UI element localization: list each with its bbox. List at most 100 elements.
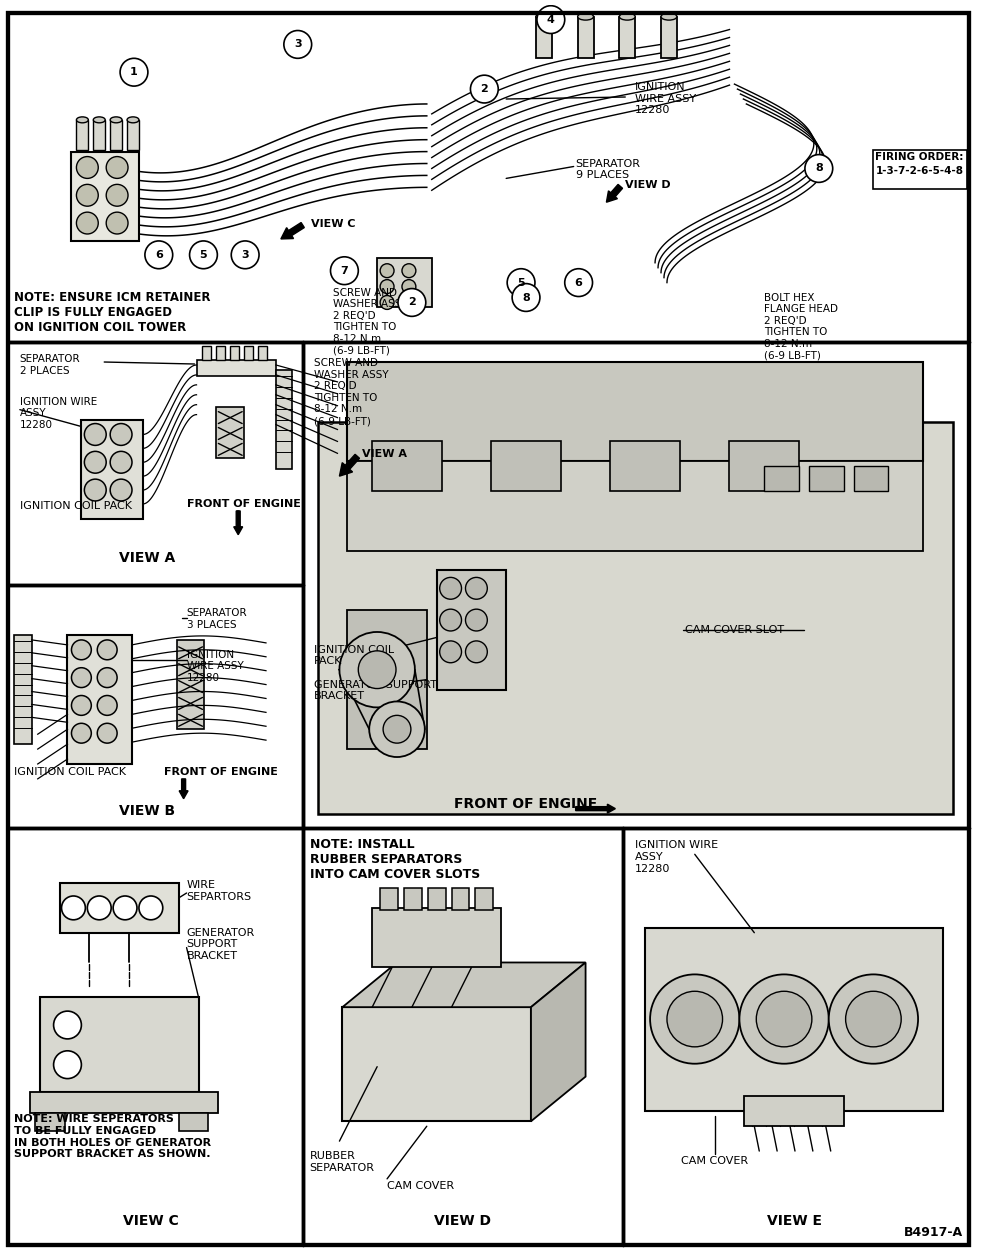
Bar bbox=[380, 888, 398, 910]
Circle shape bbox=[77, 185, 98, 206]
Bar bbox=[372, 908, 501, 967]
Circle shape bbox=[398, 288, 426, 316]
Circle shape bbox=[402, 279, 416, 293]
Bar bbox=[60, 883, 179, 932]
Text: VIEW D: VIEW D bbox=[434, 1214, 491, 1228]
Ellipse shape bbox=[661, 13, 677, 20]
Bar bbox=[491, 442, 561, 491]
Bar bbox=[39, 998, 199, 1092]
Circle shape bbox=[465, 640, 487, 663]
Circle shape bbox=[440, 609, 461, 632]
Bar bbox=[179, 1113, 209, 1131]
Circle shape bbox=[380, 296, 394, 309]
Text: VIEW B: VIEW B bbox=[119, 804, 175, 818]
Text: VIEW D: VIEW D bbox=[625, 180, 671, 190]
Ellipse shape bbox=[127, 117, 139, 123]
Polygon shape bbox=[531, 962, 585, 1121]
Circle shape bbox=[72, 668, 92, 688]
Circle shape bbox=[757, 991, 812, 1047]
Bar bbox=[853, 467, 889, 491]
Circle shape bbox=[85, 479, 106, 501]
Text: 4: 4 bbox=[547, 15, 555, 25]
Bar bbox=[68, 635, 132, 764]
Text: 3: 3 bbox=[294, 39, 301, 49]
Bar bbox=[216, 406, 244, 458]
Bar bbox=[14, 635, 31, 745]
Text: IGNITION COIL PACK: IGNITION COIL PACK bbox=[20, 501, 132, 511]
Text: FRONT OF ENGINE: FRONT OF ENGINE bbox=[163, 767, 277, 777]
Circle shape bbox=[106, 156, 128, 179]
Bar bbox=[72, 152, 139, 242]
Text: SCREW AND
WASHER ASSY
2 REQ'D
TIGHTEN TO
8-12 N.m
(6-9 LB-FT): SCREW AND WASHER ASSY 2 REQ'D TIGHTEN TO… bbox=[314, 359, 389, 426]
Circle shape bbox=[77, 213, 98, 234]
Circle shape bbox=[97, 723, 117, 743]
Bar bbox=[347, 610, 427, 749]
Circle shape bbox=[110, 452, 132, 473]
Text: WIRE
SEPARTORS: WIRE SEPARTORS bbox=[187, 881, 252, 902]
Circle shape bbox=[113, 896, 137, 920]
Text: SEPARATOR
2 PLACES: SEPARATOR 2 PLACES bbox=[20, 353, 81, 376]
FancyArrow shape bbox=[179, 779, 188, 799]
Circle shape bbox=[739, 975, 829, 1064]
Circle shape bbox=[97, 668, 117, 688]
Circle shape bbox=[77, 156, 98, 179]
Text: IGNITION COIL PACK: IGNITION COIL PACK bbox=[14, 767, 126, 777]
Text: VIEW A: VIEW A bbox=[362, 449, 407, 459]
Text: FRONT OF ENGINE: FRONT OF ENGINE bbox=[455, 796, 597, 810]
Circle shape bbox=[106, 213, 128, 234]
Bar bbox=[230, 346, 239, 360]
Text: 8: 8 bbox=[523, 293, 530, 302]
Circle shape bbox=[139, 896, 162, 920]
Circle shape bbox=[145, 242, 173, 269]
Circle shape bbox=[85, 424, 106, 445]
FancyArrow shape bbox=[280, 223, 304, 239]
Bar bbox=[437, 570, 506, 689]
Text: SEPARATOR
9 PLACES: SEPARATOR 9 PLACES bbox=[576, 159, 641, 180]
FancyArrow shape bbox=[606, 185, 623, 203]
Circle shape bbox=[402, 264, 416, 278]
Circle shape bbox=[53, 1011, 82, 1039]
Circle shape bbox=[440, 577, 461, 599]
Circle shape bbox=[565, 269, 592, 297]
Circle shape bbox=[53, 1050, 82, 1078]
Bar bbox=[347, 362, 923, 462]
Circle shape bbox=[805, 155, 832, 182]
Text: VIEW C: VIEW C bbox=[311, 219, 355, 229]
Text: GENERATOR SUPPORT
BRACKET: GENERATOR SUPPORT BRACKET bbox=[314, 679, 437, 701]
Ellipse shape bbox=[93, 117, 105, 123]
Bar bbox=[428, 888, 446, 910]
Circle shape bbox=[120, 58, 148, 86]
Bar bbox=[216, 346, 225, 360]
Bar bbox=[610, 442, 680, 491]
Circle shape bbox=[507, 269, 535, 297]
Circle shape bbox=[85, 452, 106, 473]
Text: CAM COVER: CAM COVER bbox=[681, 1156, 748, 1166]
Circle shape bbox=[369, 702, 425, 757]
Bar bbox=[536, 16, 552, 58]
Circle shape bbox=[512, 283, 540, 312]
Circle shape bbox=[97, 696, 117, 716]
Text: NOTE: WIRE SEPERATORS
TO BE FULLY ENGAGED
IN BOTH HOLES OF GENERATOR
SUPPORT BRA: NOTE: WIRE SEPERATORS TO BE FULLY ENGAGE… bbox=[14, 1115, 211, 1159]
Text: SEPARATOR
3 PLACES: SEPARATOR 3 PLACES bbox=[187, 608, 247, 630]
Circle shape bbox=[650, 975, 739, 1064]
Text: SCREW AND
WASHER ASSY
2 REQ'D
TIGHTEN TO
8-12 N.m
(6-9 LB-FT): SCREW AND WASHER ASSY 2 REQ'D TIGHTEN TO… bbox=[334, 288, 408, 356]
Bar bbox=[318, 421, 953, 814]
Text: IGNITION
WIRE ASSY
12280: IGNITION WIRE ASSY 12280 bbox=[187, 650, 243, 683]
Circle shape bbox=[380, 279, 394, 293]
FancyArrow shape bbox=[576, 804, 615, 813]
Bar bbox=[452, 888, 469, 910]
Circle shape bbox=[667, 991, 722, 1047]
Bar bbox=[729, 442, 799, 491]
Text: FRONT OF ENGINE: FRONT OF ENGINE bbox=[187, 499, 300, 509]
Circle shape bbox=[440, 640, 461, 663]
Ellipse shape bbox=[536, 13, 552, 20]
Text: CAM COVER SLOT: CAM COVER SLOT bbox=[685, 625, 784, 635]
Bar bbox=[258, 346, 267, 360]
Text: IGNITION COIL
PACK: IGNITION COIL PACK bbox=[314, 645, 394, 667]
Bar bbox=[197, 360, 276, 376]
Circle shape bbox=[106, 185, 128, 206]
Bar bbox=[110, 120, 122, 150]
Circle shape bbox=[72, 640, 92, 659]
Text: NOTE: ENSURE ICM RETAINER
CLIP IS FULLY ENGAGED
ON IGNITION COIL TOWER: NOTE: ENSURE ICM RETAINER CLIP IS FULLY … bbox=[14, 291, 211, 333]
Text: IGNITION WIRE
ASSY
12280: IGNITION WIRE ASSY 12280 bbox=[636, 840, 718, 873]
